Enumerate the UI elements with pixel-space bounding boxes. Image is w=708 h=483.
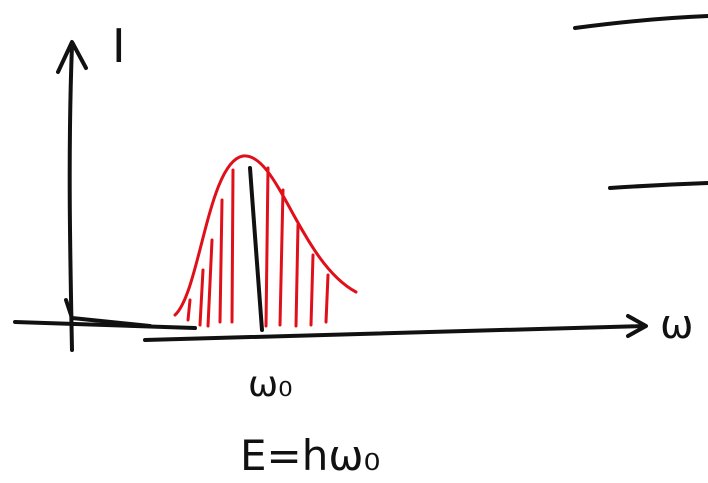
axis-mark xyxy=(66,300,150,326)
energy-label: E=hω₀ xyxy=(240,431,380,480)
peak-label: ω₀ xyxy=(248,364,293,405)
page: I ω ω₀ E=hω₀ (() => { const data = JSON.… xyxy=(0,0,708,483)
y-axis xyxy=(58,42,86,350)
center-line xyxy=(250,168,262,330)
sketch: I ω ω₀ E=hω₀ xyxy=(0,0,708,483)
level-line xyxy=(610,183,708,188)
x-axis-label: ω xyxy=(660,302,694,348)
y-axis-label: I xyxy=(112,19,126,73)
level-line xyxy=(575,16,708,28)
